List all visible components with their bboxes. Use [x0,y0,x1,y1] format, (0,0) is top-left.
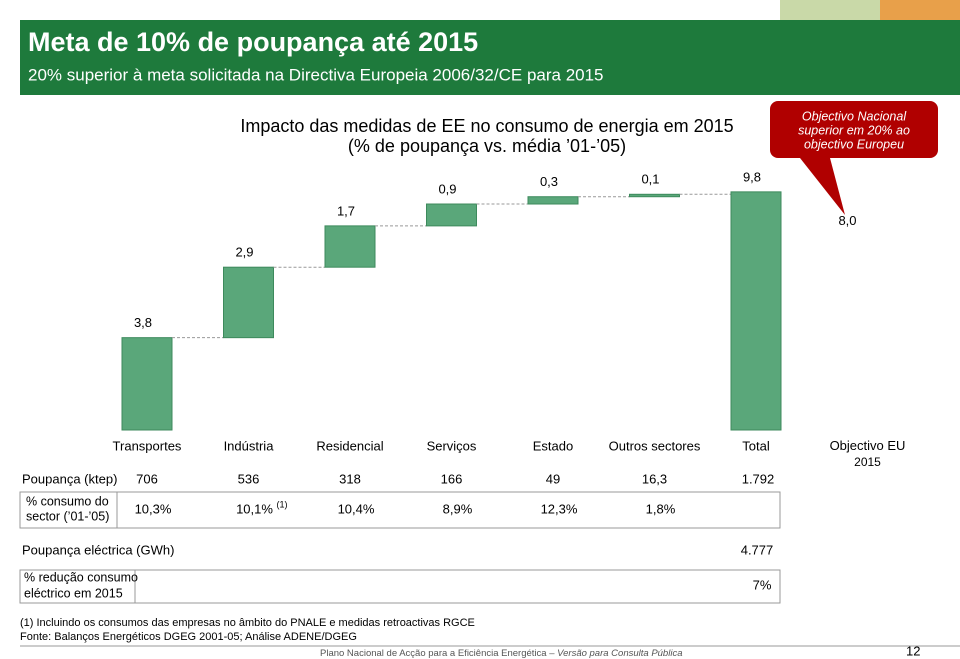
row-label: sector (’01-’05) [26,509,109,523]
table-cell: 10,3% [135,501,172,516]
table-cell: 1.792 [742,471,775,486]
footer-dash: – [549,648,555,659]
footer: Plano Nacional de Acção para a Eficiênci… [320,648,682,659]
value-label: 0,9 [438,181,456,196]
callout-pointer [800,158,845,215]
bar [426,203,477,227]
x-tick-label: Outros sectores [609,438,701,453]
table-note: (1) [277,499,288,509]
x-tick-label: Serviços [427,438,477,453]
table-cell: 166 [441,471,463,486]
table-cell: 8,9% [443,501,473,516]
value-label: 0,3 [540,174,558,189]
slide-subtitle: 20% superior à meta solicitada na Direct… [28,65,604,84]
footer-text: Plano Nacional de Acção para a Eficiênci… [320,648,547,659]
title-bar [20,20,960,95]
callout-text: objectivo Europeu [804,137,904,151]
chart-title: Impacto das medidas de EE no consumo de … [240,116,733,136]
table-cell: 4.777 [741,542,774,557]
callout-text: Objectivo Nacional [802,109,907,123]
table-cell: 1,8% [646,501,676,516]
bar [629,193,680,198]
value-label: 0,1 [641,172,659,187]
table-cell: 10,1% [236,501,273,516]
row-label: eléctrico em 2015 [24,586,123,600]
footnote: (1) Incluindo os consumos das empresas n… [20,617,475,629]
table-cell: 318 [339,471,361,486]
table-cell: 536 [238,471,260,486]
decoration [880,0,960,20]
slide-title: Meta de 10% de poupança até 2015 [28,27,478,57]
x-tick-label: Estado [533,438,573,453]
x-tick-label: Objectivo EU 2015 [830,438,906,469]
table-row-box [19,491,781,529]
value-label: 2,9 [235,245,253,260]
x-tick-label: Transportes [113,438,182,453]
chart-subtitle: (% de poupança vs. média ’01-’05) [348,136,626,156]
value-label: 1,7 [337,203,355,218]
table-cell: 7% [753,577,772,592]
value-label: 3,8 [134,315,152,330]
row-label: Poupança (ktep) [22,471,117,486]
x-tick-label: Total [742,438,770,453]
table-cell: 12,3% [541,501,578,516]
footer-version: Versão para Consulta Pública [557,648,682,659]
page-number: 12 [906,643,920,658]
bar [324,225,376,268]
table-row-box [19,569,781,604]
footnote: Fonte: Balanços Energéticos DGEG 2001-05… [20,631,357,643]
row-label: Poupança eléctrica (GWh) [22,542,174,557]
table-cell: 49 [546,471,560,486]
table-cell: 10,4% [338,501,375,516]
x-tick-label: Indústria [224,438,275,453]
callout-box [770,101,938,158]
bar [730,191,782,431]
x-tick-label: Residencial [316,438,383,453]
row-label: % consumo do [26,494,109,508]
bar [527,196,579,205]
table-cell: 16,3 [642,471,667,486]
callout-text: superior em 20% ao [798,123,910,137]
table-cell: 706 [136,471,158,486]
row-label: % redução consumo [24,570,138,584]
bar [121,337,173,431]
value-label: 9,8 [743,169,761,184]
value-label: 8,0 [838,213,856,228]
bar [223,266,274,339]
